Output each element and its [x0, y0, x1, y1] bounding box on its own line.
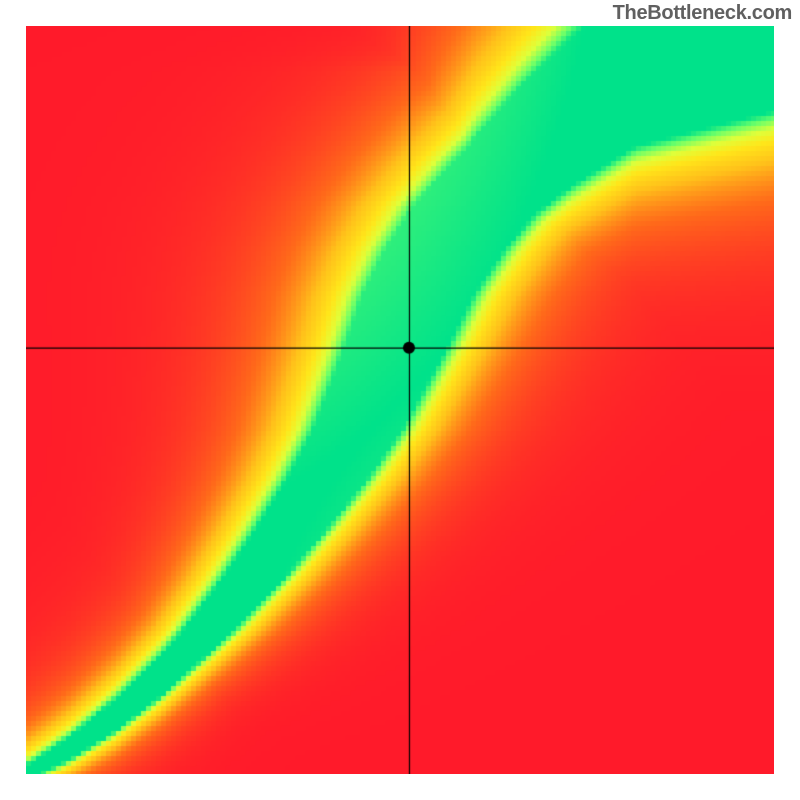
chart-container: TheBottleneck.com — [0, 0, 800, 800]
heatmap-canvas — [26, 26, 774, 774]
watermark-text: TheBottleneck.com — [613, 2, 792, 25]
plot-area — [26, 26, 774, 774]
